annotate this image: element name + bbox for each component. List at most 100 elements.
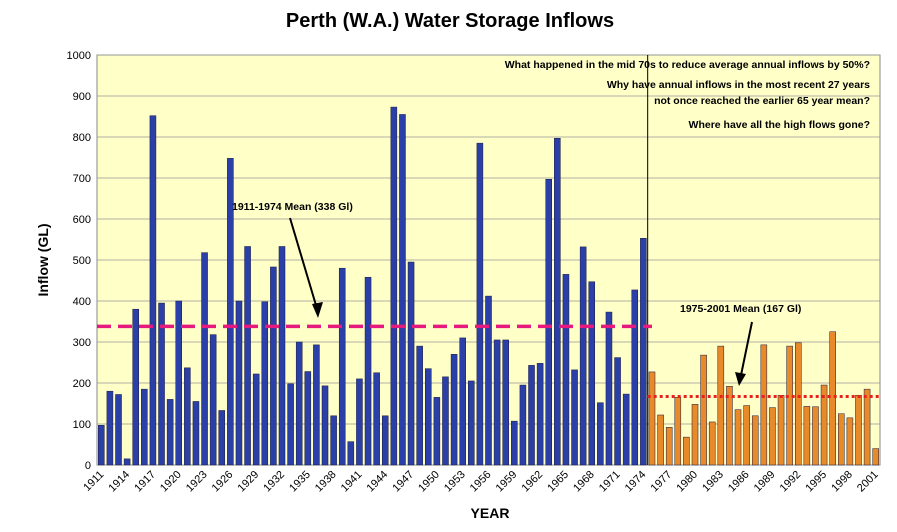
bar — [855, 395, 862, 466]
x-tick-label: 1932 — [261, 469, 287, 495]
bar — [769, 407, 776, 466]
bar — [476, 142, 484, 466]
bar — [252, 373, 260, 466]
bar — [192, 401, 200, 466]
x-tick-label: 1962 — [519, 469, 545, 495]
x-tick-label: 1959 — [494, 469, 520, 495]
x-tick-label: 1980 — [674, 469, 700, 495]
bar — [803, 406, 811, 466]
y-axis-label: Inflow (GL) — [35, 223, 51, 296]
bar — [468, 380, 475, 466]
arrowhead — [735, 372, 746, 386]
bar — [683, 436, 690, 466]
bar — [106, 390, 114, 466]
arrowhead — [312, 302, 323, 318]
bar — [244, 246, 251, 466]
bar — [614, 357, 621, 466]
x-tick-label: 1947 — [390, 469, 416, 495]
x-tick-label: 1971 — [597, 469, 623, 495]
bar — [407, 261, 415, 466]
chart-title: Perth (W.A.) Water Storage Inflows — [286, 10, 614, 32]
bar — [863, 388, 871, 466]
x-tick-label: 1950 — [416, 469, 442, 495]
bar — [734, 409, 742, 466]
bar — [270, 266, 277, 466]
bar — [846, 417, 854, 466]
bar — [416, 345, 423, 466]
bar — [829, 331, 836, 466]
bar — [132, 308, 139, 466]
x-tick-label: 1941 — [339, 469, 365, 495]
bar — [536, 363, 544, 466]
y-tick-label: 400 — [73, 296, 91, 308]
bar — [571, 369, 578, 466]
annotation: Where have all the high flows gone? — [689, 119, 870, 131]
bar — [872, 448, 879, 466]
x-tick-label: 1917 — [132, 469, 158, 495]
x-tick-label: 1926 — [210, 469, 236, 495]
y-tick-label: 900 — [73, 91, 91, 103]
annotation: Why have annual inflows in the most rece… — [607, 79, 870, 91]
bar — [166, 399, 174, 466]
bar — [812, 406, 819, 466]
y-tick-label: 600 — [73, 214, 91, 226]
bar — [760, 344, 768, 466]
bar — [158, 302, 165, 466]
bar — [700, 354, 707, 466]
bar — [295, 341, 303, 466]
y-tick-label: 800 — [73, 132, 91, 144]
x-tick-label: 1974 — [623, 469, 649, 495]
bar — [717, 345, 725, 466]
x-tick-label: 1998 — [829, 469, 855, 495]
bar — [442, 376, 449, 466]
bar — [390, 106, 398, 466]
arrow — [289, 217, 319, 313]
bar — [751, 415, 759, 466]
x-tick-label: 1989 — [752, 469, 778, 495]
y-tick-label: 100 — [73, 419, 91, 431]
bar — [562, 274, 570, 466]
x-tick-label: 1944 — [365, 469, 391, 495]
bar — [218, 410, 226, 466]
x-tick-label: 1968 — [571, 469, 597, 495]
bar — [373, 372, 380, 466]
x-tick-label: 1986 — [726, 469, 752, 495]
x-tick-label: 1935 — [287, 469, 313, 495]
bar — [631, 289, 639, 466]
bar — [321, 385, 329, 466]
x-tick-label: 1953 — [442, 469, 468, 495]
annotation: not once reached the earlier 65 year mea… — [654, 95, 870, 107]
bar — [175, 300, 183, 466]
bar — [554, 137, 561, 466]
bar — [287, 383, 294, 466]
mean-label: 1911-1974 Mean (338 Gl) — [232, 201, 353, 213]
bar — [313, 344, 320, 466]
bar — [399, 114, 406, 466]
bar — [648, 371, 656, 466]
x-tick-label: 2001 — [855, 469, 881, 495]
bar — [794, 342, 802, 466]
x-tick-label: 1911 — [81, 469, 106, 494]
bar — [485, 295, 492, 466]
bar — [743, 405, 750, 466]
bar — [304, 371, 312, 466]
bar — [123, 458, 131, 466]
bar — [364, 276, 372, 466]
bar — [657, 414, 664, 466]
x-tick-label: 1914 — [106, 469, 132, 495]
x-tick-label: 1995 — [803, 469, 829, 495]
bar — [338, 267, 346, 466]
bar — [98, 424, 105, 466]
bar — [622, 393, 630, 466]
x-tick-label: 1977 — [649, 469, 675, 495]
bar — [511, 420, 518, 466]
bar — [209, 334, 217, 466]
x-tick-label: 1965 — [545, 469, 571, 495]
x-tick-label: 1920 — [158, 469, 184, 495]
bar — [605, 311, 613, 466]
y-tick-label: 500 — [73, 255, 91, 267]
x-tick-label: 1956 — [468, 469, 494, 495]
bar — [356, 378, 363, 466]
bar — [708, 421, 716, 466]
